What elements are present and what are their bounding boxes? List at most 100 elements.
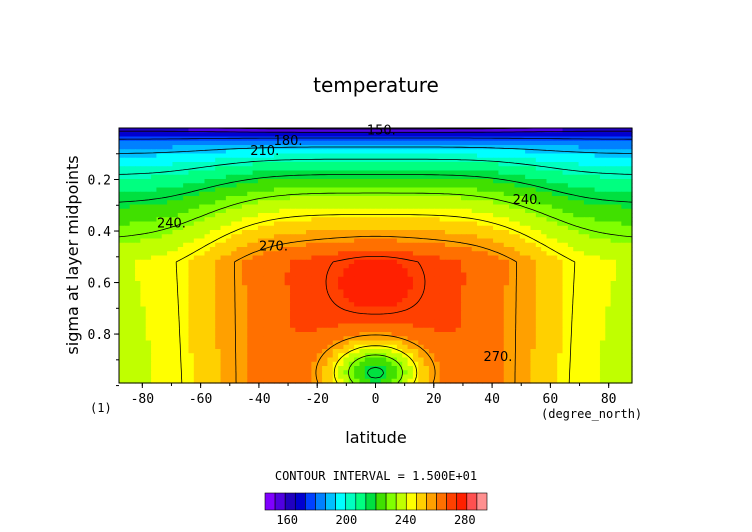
field-cell bbox=[204, 298, 211, 303]
field-cell bbox=[364, 310, 371, 316]
field-cell bbox=[161, 132, 168, 138]
field-cell bbox=[482, 302, 489, 308]
field-cell bbox=[140, 264, 147, 269]
field-cell bbox=[530, 221, 537, 227]
field-cell bbox=[348, 149, 355, 155]
field-cell bbox=[477, 255, 483, 261]
field-cell bbox=[434, 136, 441, 142]
field-cell bbox=[444, 128, 451, 133]
field-cell bbox=[562, 319, 569, 325]
field-cell bbox=[172, 259, 179, 265]
field-cell bbox=[535, 344, 542, 350]
field-cell bbox=[151, 204, 157, 210]
field-cell bbox=[268, 200, 275, 206]
field-cell bbox=[615, 238, 622, 244]
field-cell bbox=[546, 149, 553, 155]
field-cell bbox=[498, 153, 505, 159]
field-cell bbox=[535, 166, 542, 172]
field-cell bbox=[300, 315, 307, 320]
field-cell bbox=[621, 264, 628, 269]
field-cell bbox=[396, 259, 403, 265]
field-cell bbox=[551, 238, 558, 244]
field-cell bbox=[199, 298, 206, 303]
field-cell bbox=[525, 238, 532, 244]
field-cell bbox=[546, 208, 553, 214]
field-cell bbox=[247, 187, 254, 193]
field-cell bbox=[140, 247, 147, 252]
field-cell bbox=[247, 310, 254, 316]
field-cell bbox=[594, 281, 601, 286]
field-cell bbox=[573, 344, 580, 350]
field-cell bbox=[498, 310, 505, 316]
field-cell bbox=[370, 187, 377, 193]
field-cell bbox=[402, 196, 409, 201]
field-cell bbox=[327, 136, 334, 142]
field-cell bbox=[129, 217, 136, 223]
field-cell bbox=[135, 145, 141, 150]
field-cell bbox=[525, 149, 532, 155]
field-cell bbox=[225, 132, 232, 138]
field-cell bbox=[418, 319, 425, 325]
field-cell bbox=[567, 204, 574, 210]
field-cell bbox=[562, 340, 569, 346]
field-cell bbox=[466, 221, 473, 227]
field-cell bbox=[359, 285, 366, 291]
field-cell bbox=[428, 200, 435, 206]
field-cell bbox=[332, 310, 339, 316]
field-cell bbox=[428, 221, 435, 227]
field-cell bbox=[599, 276, 606, 282]
field-cell bbox=[439, 149, 446, 155]
field-cell bbox=[450, 327, 457, 333]
field-cell bbox=[514, 247, 521, 252]
field-cell bbox=[204, 128, 211, 133]
field-cell bbox=[316, 310, 323, 316]
field-cell bbox=[257, 344, 264, 350]
field-cell bbox=[541, 208, 548, 214]
field-cell bbox=[188, 332, 195, 337]
field-cell bbox=[599, 196, 606, 201]
field-cell bbox=[199, 344, 206, 350]
field-cell bbox=[605, 251, 612, 257]
field-cell bbox=[583, 174, 590, 180]
field-cell bbox=[151, 268, 157, 274]
field-cell bbox=[193, 302, 200, 308]
field-cell bbox=[583, 204, 590, 210]
field-cell bbox=[391, 162, 398, 167]
field-cell bbox=[578, 323, 585, 329]
field-cell bbox=[546, 183, 553, 189]
field-cell bbox=[525, 281, 532, 286]
field-cell bbox=[348, 213, 355, 218]
field-cell bbox=[172, 234, 179, 240]
field-cell bbox=[252, 145, 259, 150]
field-cell bbox=[589, 204, 596, 210]
field-cell bbox=[290, 310, 296, 316]
field-cell bbox=[370, 259, 377, 265]
field-cell bbox=[434, 327, 441, 333]
field-cell bbox=[434, 285, 441, 291]
field-cell bbox=[236, 281, 243, 286]
field-cell bbox=[444, 174, 451, 180]
field-cell bbox=[119, 128, 125, 133]
field-cell bbox=[209, 149, 216, 155]
field-cell bbox=[423, 145, 430, 150]
field-cell bbox=[578, 162, 585, 167]
field-cell bbox=[615, 276, 622, 282]
field-cell bbox=[589, 145, 596, 150]
field-cell bbox=[140, 213, 147, 218]
field-cell bbox=[375, 166, 382, 172]
field-cell bbox=[172, 319, 179, 325]
field-cell bbox=[450, 344, 457, 350]
field-cell bbox=[541, 140, 548, 146]
field-cell bbox=[605, 183, 612, 189]
field-cell bbox=[172, 162, 179, 167]
field-cell bbox=[332, 238, 339, 244]
field-cell bbox=[231, 157, 238, 163]
field-cell bbox=[370, 340, 377, 346]
field-cell bbox=[124, 242, 131, 248]
field-cell bbox=[300, 140, 307, 146]
field-cell bbox=[482, 191, 489, 197]
field-cell bbox=[493, 234, 499, 240]
field-cell bbox=[396, 153, 403, 159]
field-cell bbox=[338, 310, 345, 316]
field-cell bbox=[311, 268, 318, 274]
